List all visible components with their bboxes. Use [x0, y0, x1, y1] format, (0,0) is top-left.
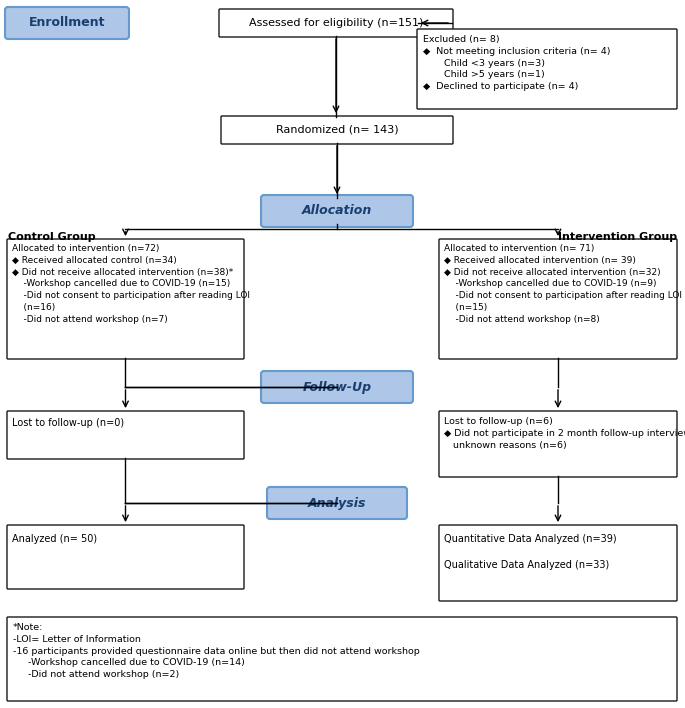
FancyBboxPatch shape — [221, 116, 453, 144]
Text: *Note:
-LOI= Letter of Information
-16 participants provided questionnaire data : *Note: -LOI= Letter of Information -16 p… — [13, 623, 420, 679]
FancyBboxPatch shape — [261, 371, 413, 403]
Text: Randomized (n= 143): Randomized (n= 143) — [275, 125, 398, 135]
Text: Allocated to intervention (n=72)
◆ Received allocated control (n=34)
◆ Did not r: Allocated to intervention (n=72) ◆ Recei… — [12, 244, 250, 324]
FancyBboxPatch shape — [219, 9, 453, 37]
FancyBboxPatch shape — [261, 195, 413, 227]
FancyBboxPatch shape — [7, 239, 244, 359]
FancyBboxPatch shape — [439, 411, 677, 477]
Text: Assessed for eligibility (n=151): Assessed for eligibility (n=151) — [249, 18, 423, 28]
Text: Follow-Up: Follow-Up — [303, 380, 371, 394]
Text: Lost to follow-up (n=6)
◆ Did not participate in 2 month follow-up interview,
  : Lost to follow-up (n=6) ◆ Did not partic… — [444, 417, 685, 450]
FancyBboxPatch shape — [267, 487, 407, 519]
FancyBboxPatch shape — [7, 525, 244, 589]
FancyBboxPatch shape — [417, 29, 677, 109]
Text: Allocated to intervention (n= 71)
◆ Received allocated intervention (n= 39)
◆ Di: Allocated to intervention (n= 71) ◆ Rece… — [444, 244, 682, 324]
Text: Excluded (n= 8)
◆  Not meeting inclusion criteria (n= 4)
       Child <3 years (: Excluded (n= 8) ◆ Not meeting inclusion … — [423, 35, 610, 91]
FancyBboxPatch shape — [439, 239, 677, 359]
FancyBboxPatch shape — [7, 617, 677, 701]
FancyBboxPatch shape — [439, 525, 677, 601]
FancyBboxPatch shape — [5, 7, 129, 39]
Text: Intervention Group: Intervention Group — [558, 232, 677, 242]
Text: Lost to follow-up (n=0): Lost to follow-up (n=0) — [12, 418, 124, 428]
Text: Analyzed (n= 50): Analyzed (n= 50) — [12, 534, 97, 544]
Text: Quantitative Data Analyzed (n=39)

Qualitative Data Analyzed (n=33): Quantitative Data Analyzed (n=39) Qualit… — [444, 534, 616, 571]
Text: Analysis: Analysis — [308, 496, 366, 510]
Text: Control Group: Control Group — [8, 232, 96, 242]
Text: Allocation: Allocation — [302, 205, 372, 217]
FancyBboxPatch shape — [7, 411, 244, 459]
Text: Enrollment: Enrollment — [29, 16, 105, 30]
